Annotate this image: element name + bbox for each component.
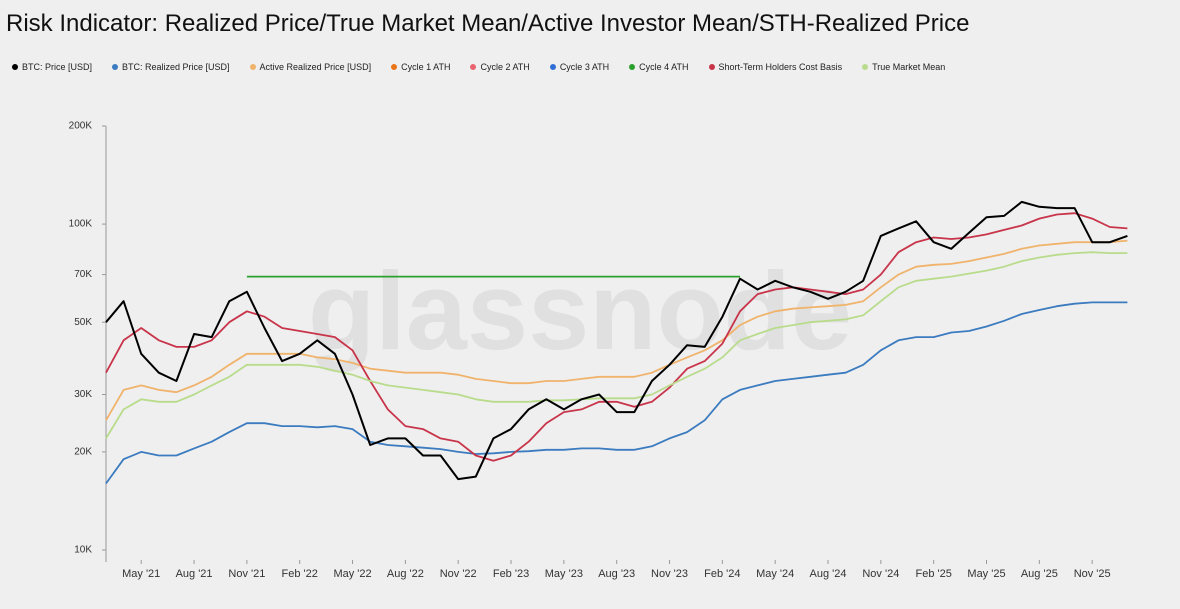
x-tick-label: Feb '23 [493, 568, 529, 580]
y-tick-label: 100K [69, 219, 93, 230]
chart-title: Risk Indicator: Realized Price/True Mark… [6, 10, 970, 37]
legend-label: Active Realized Price [USD] [259, 62, 372, 72]
y-tick-label: 200K [69, 121, 93, 132]
legend-item[interactable]: Cycle 4 ATH [629, 62, 689, 72]
y-tick-label: 10K [74, 545, 92, 556]
x-tick-label: Nov '21 [228, 568, 265, 580]
legend-label: Short-Term Holders Cost Basis [718, 62, 843, 72]
legend-swatch [862, 64, 869, 70]
legend-label: Cycle 2 ATH [480, 62, 530, 72]
legend-item[interactable]: Active Realized Price [USD] [249, 62, 372, 72]
legend-label: BTC: Realized Price [USD] [122, 62, 230, 72]
legend-swatch [629, 64, 636, 70]
x-tick-label: Nov '22 [440, 568, 477, 580]
legend-swatch [112, 64, 119, 70]
x-tick-label: Nov '23 [651, 568, 688, 580]
legend-label: Cycle 3 ATH [559, 62, 610, 72]
x-tick-label: May '24 [756, 568, 794, 580]
x-tick-label: Aug '21 [176, 568, 213, 580]
legend: BTC: Price [USD] BTC: Realized Price [USD… [12, 62, 945, 72]
x-tick-label: May '23 [545, 568, 583, 580]
x-tick-label: Aug '25 [1021, 568, 1058, 580]
y-tick-label: 20K [74, 447, 92, 458]
x-tick-label: Aug '22 [387, 568, 424, 580]
series-line [105, 200, 1128, 481]
legend-swatch [12, 64, 18, 70]
legend-label: True Market Mean [872, 62, 946, 72]
legend-item[interactable]: Cycle 2 ATH [470, 62, 530, 72]
legend-label: BTC: Price [USD] [22, 62, 93, 72]
legend-swatch [391, 64, 398, 70]
x-tick-label: May '25 [967, 568, 1005, 580]
series-line [105, 239, 1128, 421]
legend-label: Cycle 1 ATH [401, 62, 451, 72]
y-tick-label: 30K [74, 389, 92, 400]
legend-item[interactable]: Cycle 1 ATH [391, 62, 450, 72]
legend-swatch [549, 64, 556, 70]
x-tick-label: May '22 [333, 568, 371, 580]
watermark: glassnode [308, 250, 852, 373]
x-tick-label: Feb '24 [704, 568, 740, 580]
x-tick-label: Feb '22 [282, 568, 318, 580]
series-line [105, 251, 1128, 439]
legend-item[interactable]: Short-Term Holders Cost Basis [708, 62, 843, 72]
legend-item[interactable]: Cycle 3 ATH [549, 62, 610, 72]
x-tick-label: Aug '23 [598, 568, 635, 580]
legend-item[interactable]: BTC: Price [USD] [12, 62, 92, 72]
legend-swatch [249, 64, 256, 70]
x-tick-label: Nov '24 [862, 568, 899, 580]
legend-item[interactable]: BTC: Realized Price [USD] [112, 62, 230, 72]
x-tick-label: Aug '24 [810, 568, 847, 580]
legend-swatch [470, 64, 477, 70]
legend-swatch [708, 64, 715, 70]
y-tick-label: 50K [74, 317, 92, 328]
x-tick-label: May '21 [122, 568, 160, 580]
series-line [105, 212, 1128, 462]
x-tick-label: Feb '25 [915, 568, 951, 580]
series-line [105, 301, 1128, 485]
y-tick-label: 70K [74, 269, 92, 280]
legend-item[interactable]: True Market Mean [862, 62, 945, 72]
legend-label: Cycle 4 ATH [639, 62, 689, 72]
x-tick-label: Nov '25 [1074, 568, 1111, 580]
